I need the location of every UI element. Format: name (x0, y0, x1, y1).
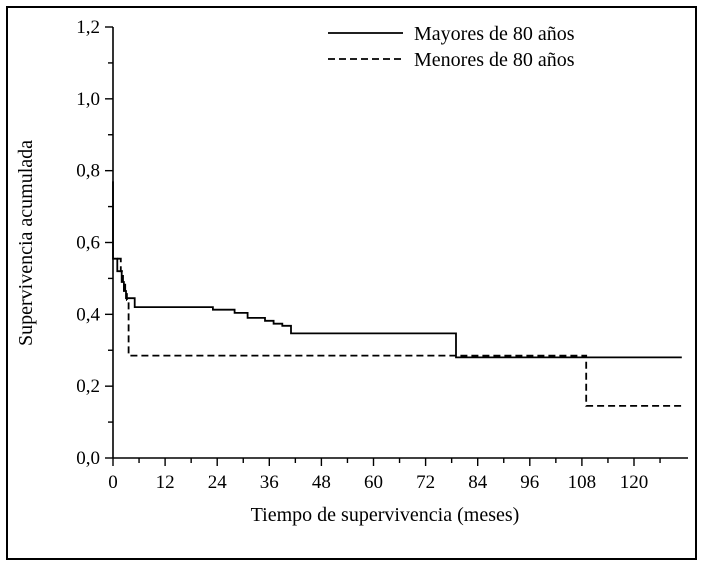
y-tick-label: 0,8 (76, 161, 100, 182)
y-tick-label: 0,6 (76, 233, 100, 254)
x-tick-label: 12 (156, 472, 175, 493)
x-tick-label: 72 (416, 472, 435, 493)
y-tick-label: 0,0 (76, 448, 100, 469)
series-layer (112, 181, 682, 407)
x-tick-label: 24 (208, 472, 228, 493)
y-tick-label: 0,4 (76, 304, 100, 325)
x-tick-label: 108 (568, 472, 597, 493)
series-line-mayores (112, 181, 682, 359)
x-tick-label: 36 (260, 472, 279, 493)
legend-label-mayores: Mayores de 80 años (414, 23, 575, 45)
axes: 0,0 0,2 0,4 0,6 0,8 1,0 1,2 0 12 24 36 48 60 72 84 96 10… (76, 17, 688, 493)
figure-frame (6, 6, 697, 560)
x-tick-label: 0 (108, 472, 118, 493)
x-tick-label: 60 (364, 472, 383, 493)
y-tick-label: 1,2 (76, 17, 100, 38)
x-axis-label: Tiempo de supervivencia (meses) (251, 504, 520, 526)
y-axis-label: Supervivencia acumulada (15, 140, 37, 346)
y-tick-label: 0,2 (76, 376, 100, 397)
x-tick-label: 84 (468, 472, 488, 493)
legend-label-menores: Menores de 80 años (414, 49, 575, 71)
x-tick-label: 48 (312, 472, 331, 493)
x-tick-label: 96 (520, 472, 539, 493)
y-tick-label: 1,0 (76, 89, 100, 110)
x-tick-label: 120 (620, 472, 649, 493)
legend: Mayores de 80 años Menores de 80 años (328, 23, 575, 71)
series-line-menores (117, 257, 682, 407)
